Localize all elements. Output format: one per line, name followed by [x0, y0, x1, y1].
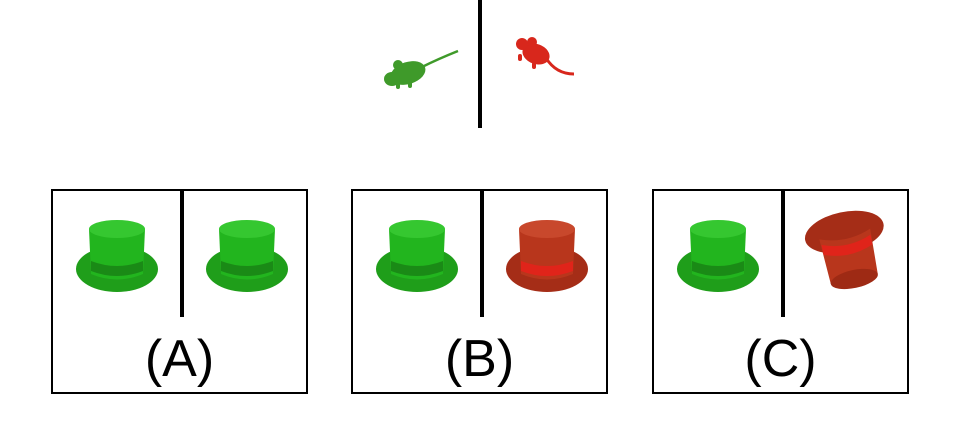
option-c[interactable]: (C) — [652, 189, 909, 394]
option-b[interactable]: (B) — [351, 189, 608, 394]
option-c-divider — [781, 191, 785, 317]
option-c-label: (C) — [744, 330, 817, 388]
option-a-left-slot — [65, 199, 175, 311]
top-hat-icon — [506, 220, 588, 292]
option-b-label: (B) — [444, 330, 515, 388]
option-b-divider — [480, 191, 484, 317]
top-hat-icon — [677, 220, 759, 292]
option-c-right-slot — [796, 199, 906, 311]
option-b-right-slot — [495, 199, 605, 311]
top-hat-icon — [206, 220, 288, 292]
top-hat-icon — [804, 210, 884, 290]
option-b-left-slot — [365, 199, 475, 311]
mouse-icon — [516, 37, 575, 76]
prompt-divider — [478, 0, 482, 128]
option-a-label: (A) — [144, 330, 215, 388]
top-hat-icon — [76, 220, 158, 292]
prompt-pair — [360, 0, 600, 130]
option-c-left-slot — [666, 199, 776, 311]
option-a[interactable]: (A) — [51, 189, 308, 394]
option-a-right-slot — [195, 199, 305, 311]
mouse-icon — [384, 49, 459, 89]
top-hat-icon — [376, 220, 458, 292]
option-a-divider — [180, 191, 184, 317]
